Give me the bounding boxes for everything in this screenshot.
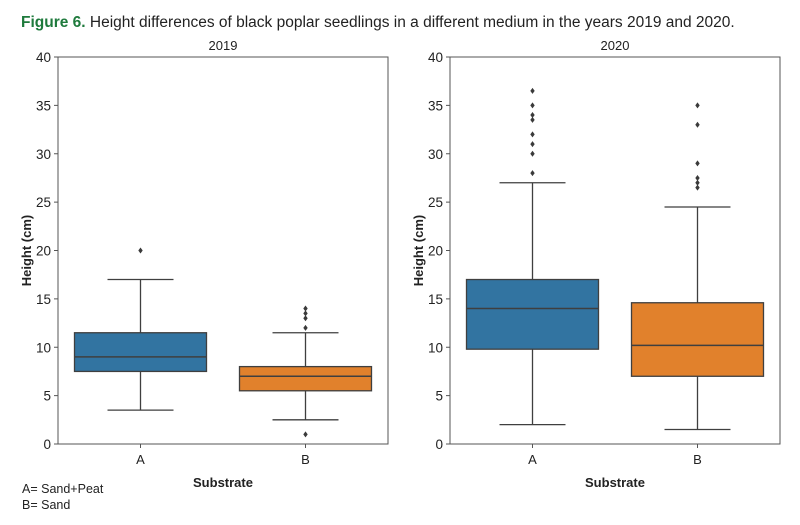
outlier-point: [530, 131, 535, 138]
y-tick-label: 25: [428, 195, 443, 210]
outlier-point: [303, 315, 308, 322]
y-tick-label: 30: [428, 147, 443, 162]
panel-title: 2019: [209, 38, 238, 53]
outlier-point: [530, 170, 535, 177]
outlier-point: [695, 160, 700, 167]
box-A: [73, 247, 208, 411]
figure-caption: Figure 6. Height differences of black po…: [21, 14, 735, 32]
legend-item-b: B= Sand: [22, 498, 71, 512]
figure-caption-text: Height differences of black poplar seedl…: [85, 14, 735, 31]
x-tick-label: B: [693, 452, 702, 467]
x-tick-label: A: [528, 452, 537, 467]
outlier-point: [530, 141, 535, 148]
iqr-box: [465, 278, 600, 350]
box-B: [630, 102, 765, 431]
panel-2019: 2019 0 5 10 15 20 25 30 35 40 Height (cm) Substrate…: [19, 38, 389, 490]
x-axis-label: Substrate: [585, 475, 645, 490]
outlier-point: [530, 87, 535, 94]
y-tick-label: 40: [428, 50, 443, 65]
y-tick-label: 15: [428, 292, 443, 307]
box-A: [465, 87, 600, 426]
y-tick-label: 30: [36, 147, 51, 162]
y-tick-label: 5: [435, 389, 443, 404]
outlier-point: [303, 324, 308, 331]
substrate-legend: A= Sand+Peat B= Sand: [22, 481, 103, 513]
outlier-point: [695, 174, 700, 181]
y-tick-label: 25: [36, 195, 51, 210]
y-tick-label: 35: [36, 98, 51, 113]
outlier-point: [695, 121, 700, 128]
box-B: [238, 305, 373, 438]
outlier-point: [530, 150, 535, 157]
iqr-box: [238, 365, 373, 392]
figure-label: Figure 6.: [21, 14, 86, 31]
outlier-point: [530, 102, 535, 109]
y-tick-label: 0: [435, 437, 443, 452]
y-tick-label: 10: [36, 340, 51, 355]
outlier-point: [530, 112, 535, 119]
outlier-point: [695, 179, 700, 186]
x-tick-label: B: [301, 452, 310, 467]
y-tick-label: 40: [36, 50, 51, 65]
panel-title: 2020: [601, 38, 630, 53]
outlier-point: [303, 431, 308, 438]
y-tick-label: 35: [428, 98, 443, 113]
y-tick-label: 5: [43, 389, 51, 404]
y-tick-label: 15: [36, 292, 51, 307]
outlier-point: [695, 184, 700, 191]
y-tick-label: 10: [428, 340, 443, 355]
y-axis-label: Height (cm): [411, 215, 426, 287]
y-tick-label: 20: [428, 244, 443, 259]
iqr-box: [73, 332, 208, 373]
outlier-point: [303, 305, 308, 312]
outlier-point: [530, 116, 535, 123]
legend-item-a: A= Sand+Peat: [22, 482, 104, 496]
outlier-point: [695, 102, 700, 109]
y-tick-label: 0: [43, 437, 51, 452]
plot-frame: [449, 56, 781, 445]
outlier-point: [138, 247, 143, 254]
y-axis-label: Height (cm): [19, 215, 34, 287]
panel-2020: 2020 0 5 10 15 20 25 30 35 40 Height (cm) Substrate…: [411, 38, 781, 490]
x-axis-label: Substrate: [193, 475, 253, 490]
x-tick-label: A: [136, 452, 145, 467]
outlier-point: [303, 310, 308, 317]
y-tick-label: 20: [36, 244, 51, 259]
iqr-box: [630, 302, 765, 377]
